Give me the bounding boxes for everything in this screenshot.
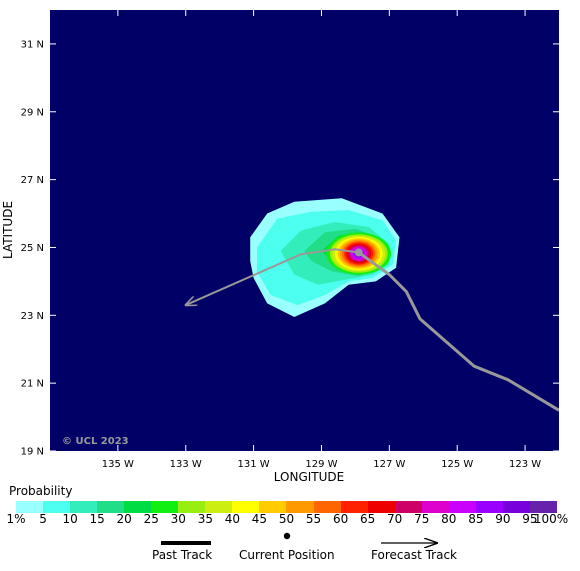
track-key: Past Track Current Position Forecast Tra… bbox=[0, 532, 580, 567]
legend-swatch bbox=[421, 501, 449, 513]
legend-swatch bbox=[70, 501, 98, 513]
legend-label: 15 bbox=[89, 512, 105, 526]
legend-label: 10 bbox=[62, 512, 78, 526]
legend-swatch bbox=[313, 501, 341, 513]
legend-swatch bbox=[259, 501, 287, 513]
legend-swatch bbox=[178, 501, 206, 513]
legend-label: 55 bbox=[305, 512, 322, 526]
past-track-line bbox=[357, 251, 559, 412]
legend-label: 5 bbox=[39, 512, 47, 526]
legend-label: 90 bbox=[495, 512, 511, 526]
lat-tick-label: 27 N bbox=[21, 175, 44, 186]
legend-label: 45 bbox=[251, 512, 268, 526]
lon-tick-label: 127 W bbox=[373, 459, 405, 470]
track-key-symbols bbox=[161, 532, 580, 567]
legend-label: 20 bbox=[116, 512, 132, 526]
legend-swatch bbox=[340, 501, 368, 513]
lon-tick-label: 131 W bbox=[238, 459, 270, 470]
legend-swatch bbox=[529, 501, 557, 513]
legend-swatch bbox=[475, 501, 503, 513]
legend-labels: 1% 5 10 15 20 25 30 35 40 45 50 55 60 65 70 75 80 85 90 95 1… bbox=[0, 512, 580, 528]
legend-swatch bbox=[502, 501, 530, 513]
legend-swatch bbox=[97, 501, 125, 513]
legend-swatch bbox=[124, 501, 152, 513]
storm-probability-map: 135 W 133 W 131 W 129 W 127 W 125 W 123 W 31 N 2… bbox=[1, 10, 559, 482]
legend-label: 80 bbox=[441, 512, 457, 526]
legend-label: 95 bbox=[522, 512, 538, 526]
legend-swatch bbox=[448, 501, 476, 513]
axis-ticks: 135 W 133 W 131 W 129 W 127 W 125 W 123 W 31 N 2… bbox=[21, 10, 559, 470]
legend-label: 30 bbox=[170, 512, 186, 526]
legend-swatch bbox=[151, 501, 179, 513]
legend-label: 65 bbox=[360, 512, 376, 526]
forecast-track-line bbox=[186, 248, 359, 305]
lat-tick-label: 23 N bbox=[21, 311, 44, 322]
current-position-label: Current Position bbox=[239, 548, 335, 562]
legend-swatch bbox=[286, 501, 314, 513]
legend-label: 25 bbox=[143, 512, 159, 526]
storm-tracks bbox=[186, 248, 559, 412]
x-axis-title: LONGITUDE bbox=[274, 470, 344, 482]
lat-tick-label: 31 N bbox=[21, 39, 44, 50]
legend-swatch bbox=[232, 501, 260, 513]
legend-label: 85 bbox=[468, 512, 484, 526]
legend-label: 75 bbox=[414, 512, 430, 526]
legend-label: 60 bbox=[332, 512, 349, 526]
legend-label: 1% bbox=[6, 512, 26, 526]
lat-tick-label: 21 N bbox=[21, 379, 44, 390]
legend-swatch bbox=[205, 501, 233, 513]
legend-label: 40 bbox=[224, 512, 241, 526]
legend-color-bar bbox=[16, 501, 557, 513]
forecast-track-label: Forecast Track bbox=[371, 548, 457, 562]
lon-tick-label: 123 W bbox=[509, 459, 541, 470]
current-position-symbol bbox=[283, 532, 291, 540]
legend-label: 35 bbox=[197, 512, 213, 526]
lon-tick-label: 129 W bbox=[305, 459, 337, 470]
current-position-marker bbox=[354, 248, 363, 257]
legend-label: 70 bbox=[387, 512, 403, 526]
lon-tick-label: 133 W bbox=[170, 459, 202, 470]
y-axis-title: LATITUDE bbox=[1, 201, 15, 259]
legend-swatch bbox=[16, 501, 44, 513]
lat-tick-label: 29 N bbox=[21, 107, 44, 118]
lat-tick-label: 19 N bbox=[21, 447, 44, 458]
legend-swatch bbox=[43, 501, 71, 513]
lon-tick-label: 125 W bbox=[441, 459, 473, 470]
lon-tick-label: 135 W bbox=[102, 459, 134, 470]
lat-tick-label: 25 N bbox=[21, 243, 44, 254]
legend-end-label: 100% bbox=[533, 512, 569, 526]
legend-swatch bbox=[367, 501, 395, 513]
legend-swatch bbox=[394, 501, 422, 513]
past-track-label: Past Track bbox=[152, 548, 213, 562]
copyright-text: © UCL 2023 bbox=[62, 436, 129, 447]
legend-title: Probability bbox=[9, 484, 73, 498]
probability-legend: Probability 1% 5 10 15 20 25 30 35 40 45 50 55 60 65 7… bbox=[0, 482, 580, 571]
legend-label: 50 bbox=[278, 512, 295, 526]
